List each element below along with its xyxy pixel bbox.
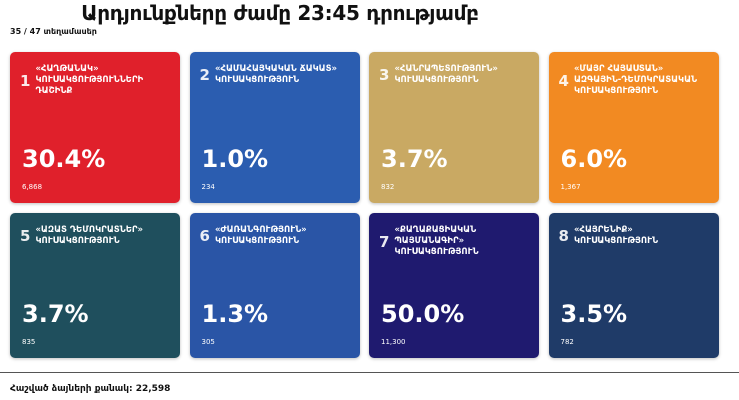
party-number: 4 bbox=[558, 71, 569, 90]
party-name: «ՔԱՂԱՔԱՑԻԱԿԱՆ ՊԱՅՄԱՆԱԳԻՐ» ԿՈՒՍԱԿՑՈՒԹՅՈՒՆ bbox=[394, 225, 479, 257]
party-percent: 1.0% bbox=[201, 145, 269, 173]
party-number: 2 bbox=[199, 66, 210, 84]
party-name: «ՀԱՆՐԱՊԵՏՈՒԹՅՈՒՆ» ԿՈՒՍԱԿՑՈՒԹՅՈՒՆ bbox=[394, 64, 498, 85]
party-card: 6 «ԺԱՌԱՆԳՈՒԹՅՈՒՆ» ԿՈՒՍԱԿՑՈՒԹՅՈՒՆ 1.3% 30… bbox=[189, 213, 360, 358]
party-name: «ՀԱՂԹԱՆԱԿ» ԿՈՒՍԱԿՑՈՒԹՅՈՒՆՆԵՐԻ ԴԱՇԻՆՔ bbox=[35, 64, 144, 96]
party-votes: 6,868 bbox=[22, 183, 43, 191]
party-card: 4 «ՄԱՅՐ ՀԱՅԱՍՏԱՆ» ԱԶԳԱՅԻՆ-ԴԵՄՈԿՐԱՏԱԿԱՆ Կ… bbox=[548, 52, 719, 203]
party-votes: 782 bbox=[560, 338, 574, 346]
party-name: «ՀԱՄԱՀԱՅԿԱԿԱՆ ՃԱԿԱՏ» ԿՈՒՍԱԿՑՈՒԹՅՈՒՆ bbox=[214, 64, 337, 85]
party-percent: 50.0% bbox=[381, 300, 465, 328]
party-number: 8 bbox=[558, 227, 569, 245]
party-percent: 3.7% bbox=[381, 145, 448, 173]
party-card: 2 «ՀԱՄԱՀԱՅԿԱԿԱՆ ՃԱԿԱՏ» ԿՈՒՍԱԿՑՈՒԹՅՈՒՆ 1.… bbox=[189, 52, 360, 203]
party-card: 1 «ՀԱՂԹԱՆԱԿ» ԿՈՒՍԱԿՑՈՒԹՅՈՒՆՆԵՐԻ ԴԱՇԻՆՔ 3… bbox=[10, 52, 180, 203]
party-card: 8 «ՀԱՅՐԵՆԻՔ» ԿՈՒՍԱԿՑՈՒԹՅՈՒՆ 3.5% 782 bbox=[548, 213, 719, 358]
page-title: Արդյունքները ժամը 23:45 դրությամբ bbox=[81, 1, 479, 25]
party-number: 6 bbox=[199, 227, 210, 245]
party-percent: 3.5% bbox=[560, 300, 628, 328]
party-number: 5 bbox=[20, 227, 31, 245]
party-percent: 30.4% bbox=[22, 145, 106, 173]
party-votes: 305 bbox=[201, 338, 215, 346]
party-header: 1 «ՀԱՂԹԱՆԱԿ» ԿՈՒՍԱԿՑՈՒԹՅՈՒՆՆԵՐԻ ԴԱՇԻՆՔ bbox=[20, 64, 172, 97]
party-number: 7 bbox=[379, 232, 390, 251]
party-card: 7 «ՔԱՂԱՔԱՑԻԱԿԱՆ ՊԱՅՄԱՆԱԳԻՐ» ԿՈՒՍԱԿՑՈՒԹՅՈ… bbox=[369, 213, 539, 358]
party-votes: 234 bbox=[201, 183, 215, 191]
party-header: 6 «ԺԱՌԱՆԳՈՒԹՅՈՒՆ» ԿՈՒՍԱԿՑՈՒԹՅՈՒՆ bbox=[200, 225, 352, 247]
party-name: «ՀԱՅՐԵՆԻՔ» ԿՈՒՍԱԿՑՈՒԹՅՈՒՆ bbox=[573, 225, 659, 246]
precincts-counted: 35 / 47 տեղամասեր bbox=[10, 27, 97, 36]
party-header: 3 «ՀԱՆՐԱՊԵՏՈՒԹՅՈՒՆ» ԿՈՒՍԱԿՑՈՒԹՅՈՒՆ bbox=[379, 64, 531, 86]
party-card: 3 «ՀԱՆՐԱՊԵՏՈՒԹՅՈՒՆ» ԿՈՒՍԱԿՑՈՒԹՅՈՒՆ 3.7% … bbox=[369, 52, 539, 203]
party-name: «ԱԶԱՏ ԴԵՄՈԿՐԱՏՆԵՐ» ԿՈՒՍԱԿՑՈՒԹՅՈՒՆ bbox=[35, 225, 144, 246]
party-header: 4 «ՄԱՅՐ ՀԱՅԱՍՏԱՆ» ԱԶԳԱՅԻՆ-ԴԵՄՈԿՐԱՏԱԿԱՆ Կ… bbox=[559, 64, 711, 97]
party-name: «ՄԱՅՐ ՀԱՅԱՍՏԱՆ» ԱԶԳԱՅԻՆ-ԴԵՄՈԿՐԱՏԱԿԱՆ ԿՈՒ… bbox=[573, 64, 698, 96]
party-number: 1 bbox=[20, 71, 31, 90]
party-card: 5 «ԱԶԱՏ ԴԵՄՈԿՐԱՏՆԵՐ» ԿՈՒՍԱԿՑՈՒԹՅՈՒՆ 3.7%… bbox=[10, 213, 180, 358]
party-number: 3 bbox=[379, 66, 390, 84]
results-grid: 1 «ՀԱՂԹԱՆԱԿ» ԿՈՒՍԱԿՑՈՒԹՅՈՒՆՆԵՐԻ ԴԱՇԻՆՔ 3… bbox=[10, 52, 719, 358]
party-percent: 1.3% bbox=[201, 300, 269, 328]
party-percent: 6.0% bbox=[560, 145, 628, 173]
party-votes: 832 bbox=[381, 183, 395, 191]
party-header: 5 «ԱԶԱՏ ԴԵՄՈԿՐԱՏՆԵՐ» ԿՈՒՍԱԿՑՈՒԹՅՈՒՆ bbox=[20, 225, 172, 247]
total-votes: Հաշված ձայների քանակ: 22,598 bbox=[10, 384, 171, 394]
party-header: 7 «ՔԱՂԱՔԱՑԻԱԿԱՆ ՊԱՅՄԱՆԱԳԻՐ» ԿՈՒՍԱԿՑՈՒԹՅՈ… bbox=[379, 225, 531, 258]
divider bbox=[0, 372, 739, 373]
party-header: 2 «ՀԱՄԱՀԱՅԿԱԿԱՆ ՃԱԿԱՏ» ԿՈՒՍԱԿՑՈՒԹՅՈՒՆ bbox=[200, 64, 352, 86]
party-votes: 11,300 bbox=[381, 338, 406, 346]
party-percent: 3.7% bbox=[22, 300, 89, 328]
party-name: «ԺԱՌԱՆԳՈՒԹՅՈՒՆ» ԿՈՒՍԱԿՑՈՒԹՅՈՒՆ bbox=[214, 225, 307, 246]
party-header: 8 «ՀԱՅՐԵՆԻՔ» ԿՈՒՍԱԿՑՈՒԹՅՈՒՆ bbox=[559, 225, 711, 247]
party-votes: 835 bbox=[22, 338, 36, 346]
party-votes: 1,367 bbox=[560, 183, 581, 191]
